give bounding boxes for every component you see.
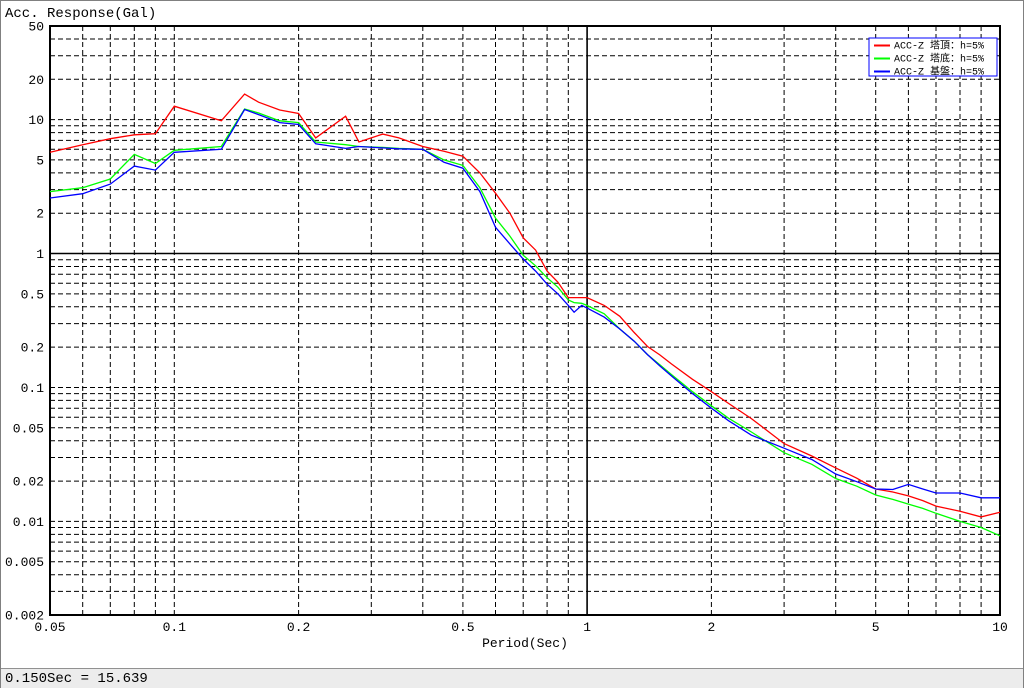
svg-text:20: 20	[28, 73, 44, 88]
svg-text:Acc. Response(Gal): Acc. Response(Gal)	[5, 6, 156, 22]
svg-text:10: 10	[28, 113, 44, 128]
svg-text:0.2: 0.2	[287, 620, 310, 635]
svg-text:2: 2	[36, 207, 44, 222]
svg-text:0.5: 0.5	[451, 620, 474, 635]
svg-text:1: 1	[36, 247, 44, 262]
svg-text:ACC-Z 塔頂：h=5%: ACC-Z 塔頂：h=5%	[894, 39, 984, 53]
svg-text:0.1: 0.1	[163, 620, 187, 635]
svg-text:ACC-Z 塔底：h=5%: ACC-Z 塔底：h=5%	[894, 52, 984, 66]
svg-text:0.05: 0.05	[13, 421, 44, 436]
svg-text:0.005: 0.005	[5, 555, 44, 570]
svg-text:1: 1	[583, 620, 591, 635]
svg-text:0.1: 0.1	[21, 381, 45, 396]
svg-text:10: 10	[992, 620, 1008, 635]
svg-text:0.02: 0.02	[13, 475, 44, 490]
svg-text:5: 5	[36, 153, 44, 168]
svg-text:0.2: 0.2	[21, 341, 44, 356]
svg-text:0.002: 0.002	[5, 609, 44, 624]
svg-text:Period(Sec): Period(Sec)	[482, 636, 568, 651]
svg-text:0.5: 0.5	[21, 287, 44, 302]
svg-text:2: 2	[707, 620, 715, 635]
svg-text:0.01: 0.01	[13, 515, 44, 530]
svg-text:ACC-Z 基盤：h=5%: ACC-Z 基盤：h=5%	[894, 65, 984, 79]
svg-text:5: 5	[872, 620, 880, 635]
